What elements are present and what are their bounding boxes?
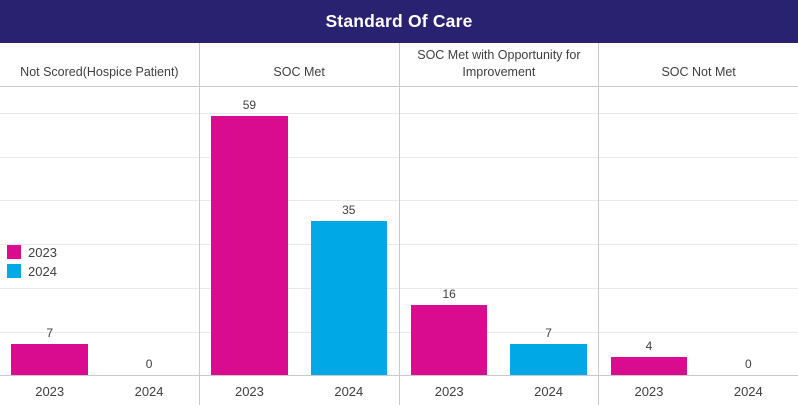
panel-header: SOC Not Met [599, 43, 798, 87]
bar-slot-2023: 59 [200, 87, 299, 375]
legend: 2023 2024 [7, 244, 57, 279]
value-label: 0 [744, 357, 752, 371]
bar-2023[interactable] [410, 305, 488, 375]
bar-2024[interactable] [510, 344, 587, 375]
bar-slot-2024: 0 [699, 87, 798, 375]
bar-2023[interactable] [211, 116, 288, 375]
legend-label: 2024 [28, 263, 57, 279]
panel-column-2: SOC Met 59 35 2023 2024 [199, 43, 400, 405]
bar-slot-2023: 16 [400, 87, 499, 375]
value-label: 59 [242, 98, 257, 112]
x-axis-label: 2024 [134, 384, 164, 399]
chart-body: Not Scored(Hospice Patient) 7 0 2023 2024 SOC… [0, 43, 798, 405]
legend-swatch-icon [7, 264, 21, 278]
x-axis-label: 2023 [234, 384, 264, 399]
legend-swatch-icon [7, 245, 21, 259]
value-label: 35 [342, 203, 356, 217]
bar-slot-2024: 0 [99, 87, 198, 375]
panel-column-4: SOC Not Met 4 0 2023 2024 [599, 43, 798, 405]
legend-label: 2023 [28, 244, 57, 260]
bar-slot-2024: 7 [499, 87, 598, 375]
bar-2024[interactable] [310, 221, 388, 375]
panel-columns: Not Scored(Hospice Patient) 7 0 2023 2024 SOC… [0, 43, 798, 405]
bar-2023[interactable] [610, 357, 688, 375]
x-axis-label: 2024 [334, 384, 364, 399]
x-axis-label: 2024 [733, 384, 763, 399]
bar-slot-2024: 35 [299, 87, 398, 375]
legend-item-2023[interactable]: 2023 [7, 244, 57, 260]
panel-header: SOC Met [199, 43, 399, 87]
value-label: 4 [645, 339, 653, 353]
legend-item-2024[interactable]: 2024 [7, 263, 57, 279]
x-axis-labels: 2023 2024 [599, 376, 798, 405]
panel-header: SOC Met with Opportunity for Improvement [399, 43, 599, 87]
x-axis-label: 2023 [434, 384, 464, 399]
x-axis-label: 2024 [534, 384, 564, 399]
x-axis-labels: 2023 2024 [400, 376, 599, 405]
x-axis-labels: 2023 2024 [200, 376, 399, 405]
chart-title: Standard Of Care [325, 11, 473, 31]
value-label: 7 [46, 326, 54, 340]
panel-column-3: SOC Met with Opportunity for Improvement… [399, 43, 600, 405]
panel-column-1: Not Scored(Hospice Patient) 7 0 2023 2024 [0, 43, 200, 405]
panel-plot: 59 35 [199, 87, 399, 376]
bar-slot-2023: 7 [0, 87, 99, 375]
x-axis-label: 2023 [634, 384, 664, 399]
panel-header: Not Scored(Hospice Patient) [0, 43, 199, 87]
value-label: 0 [145, 357, 153, 371]
value-label: 16 [442, 287, 456, 301]
bar-2023[interactable] [11, 344, 88, 375]
chart-title-bar: Standard Of Care [0, 0, 798, 43]
x-axis-label: 2023 [35, 384, 65, 399]
bar-slot-2023: 4 [599, 87, 698, 375]
value-label: 7 [545, 326, 552, 340]
panel-plot: 16 7 [399, 87, 599, 376]
x-axis-labels: 2023 2024 [0, 376, 199, 405]
